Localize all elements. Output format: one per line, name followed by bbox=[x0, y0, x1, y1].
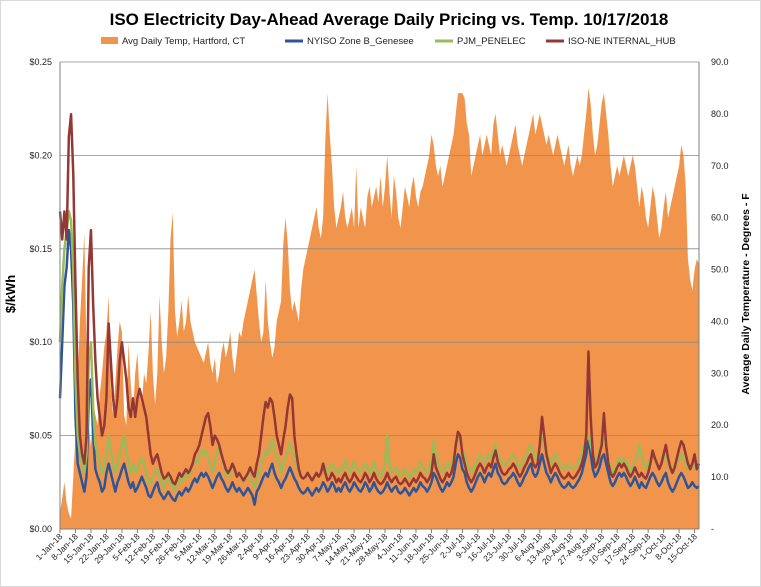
y-tick-label: $0.15 bbox=[29, 244, 52, 254]
price-series-layer bbox=[58, 113, 701, 506]
y2-tick-label: 60.0 bbox=[711, 213, 729, 223]
y2-tick-label: - bbox=[711, 524, 714, 534]
y2-tick-label: 40.0 bbox=[711, 316, 729, 326]
legend-swatch-temperature bbox=[101, 37, 118, 44]
gridlines bbox=[60, 61, 699, 437]
legend-label-pjm: PJM_PENELEC bbox=[457, 36, 526, 47]
y2-tick-label: 10.0 bbox=[711, 472, 729, 482]
right-axis-ticks: - 10.0 20.0 30.0 40.0 50.0 60.0 70.0 80.0 90.0 bbox=[711, 57, 729, 534]
y-tick-label: $0.20 bbox=[29, 150, 52, 160]
legend-label-isone: ISO-NE INTERNAL_HUB bbox=[568, 36, 676, 47]
y2-tick-label: 90.0 bbox=[711, 57, 729, 67]
y-tick-label: $0.05 bbox=[29, 431, 52, 441]
temperature-area bbox=[60, 87, 699, 529]
y2-tick-label: 50.0 bbox=[711, 265, 729, 275]
y-axis-title: $/kWh bbox=[3, 275, 18, 313]
axes bbox=[59, 62, 700, 530]
series-line-2 bbox=[58, 113, 701, 488]
y-tick-label: $0.10 bbox=[29, 337, 52, 347]
y2-tick-label: 80.0 bbox=[711, 109, 729, 119]
y2-tick-label: 20.0 bbox=[711, 420, 729, 430]
y-tick-label: $0.00 bbox=[29, 524, 52, 534]
chart-title: ISO Electricity Day-Ahead Average Daily … bbox=[110, 10, 669, 29]
y2-axis-title: Average Daily Temperature - Degrees - F bbox=[740, 193, 752, 395]
x-axis-ticks: 1-Jan-188-Jan-1815-Jan-1822-Jan-1829-Jan… bbox=[34, 529, 699, 567]
series-line-0 bbox=[58, 228, 700, 506]
left-axis-ticks: $0.00 $0.05 $0.10 $0.15 $0.20 $0.25 bbox=[29, 57, 52, 534]
y2-tick-label: 70.0 bbox=[711, 161, 729, 171]
y-tick-label: $0.25 bbox=[29, 57, 52, 67]
temperature-area-layer bbox=[60, 87, 699, 529]
legend: Avg Daily Temp, Hartford, CT NYISO Zone … bbox=[101, 36, 676, 47]
legend-label-nyiso: NYISO Zone B_Genesee bbox=[307, 36, 414, 47]
y2-tick-label: 30.0 bbox=[711, 368, 729, 378]
legend-label-temperature: Avg Daily Temp, Hartford, CT bbox=[122, 36, 245, 47]
